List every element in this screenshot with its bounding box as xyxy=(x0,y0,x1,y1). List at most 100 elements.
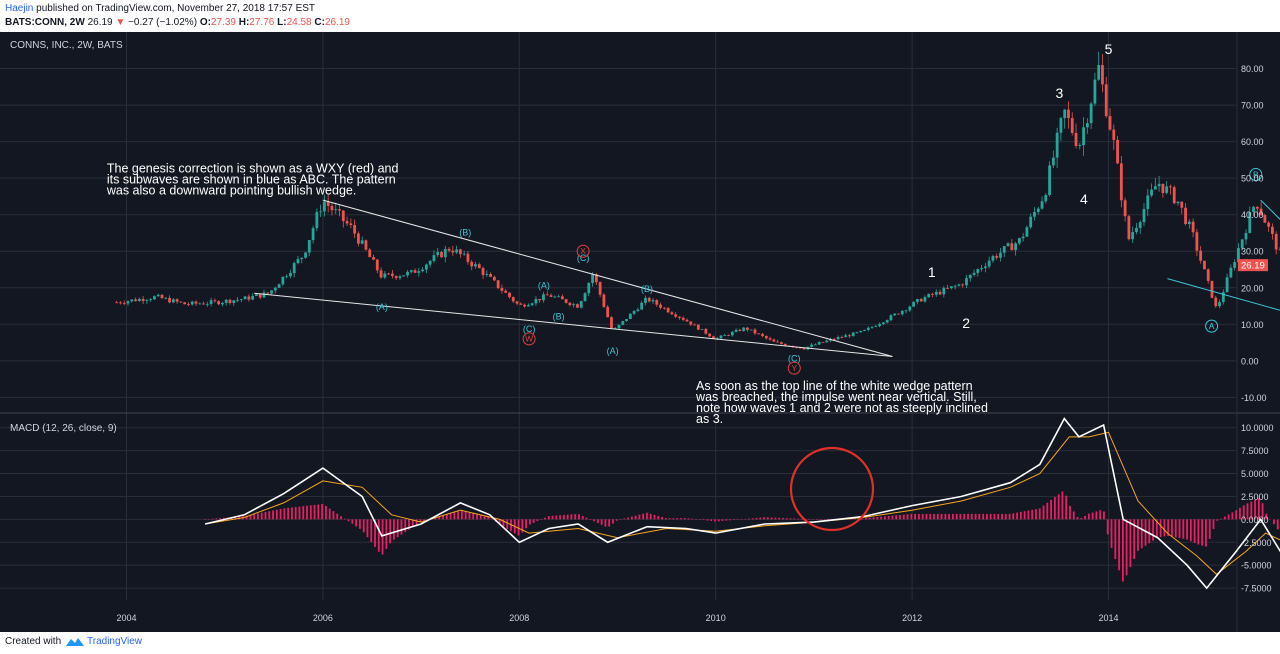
histogram-bar xyxy=(544,517,546,520)
paren-wave-label: (C) xyxy=(523,324,536,334)
histogram-bar xyxy=(638,514,641,520)
annotation-text: The genesis correction is shown as a WXY… xyxy=(107,162,399,176)
candle-body xyxy=(727,335,730,336)
candle-body xyxy=(666,308,670,313)
annotation-text: note how waves 1 and 2 were not as steep… xyxy=(696,401,988,415)
tradingview-link[interactable]: TradingView xyxy=(87,636,143,647)
candle-body xyxy=(1059,118,1063,133)
candle-body xyxy=(621,321,625,325)
histogram-bar xyxy=(362,519,365,533)
candle-body xyxy=(353,225,357,234)
histogram-bar xyxy=(1103,511,1105,520)
candle-body xyxy=(175,299,179,302)
candle-body xyxy=(1082,127,1085,146)
histogram-bar xyxy=(993,513,996,520)
candle-body xyxy=(757,333,761,335)
histogram-bar xyxy=(1205,519,1207,547)
price-tick-label: 80.00 xyxy=(1241,64,1264,74)
histogram-bar xyxy=(400,519,403,535)
macd-line xyxy=(204,417,1280,590)
histogram-bar xyxy=(967,513,969,520)
price-axis[interactable]: -10.00 0.00 10.00 20.00 30.00 40.00 50.00 60.00… xyxy=(1241,64,1267,403)
histogram-bar xyxy=(411,519,414,528)
time-tick-label: 2012 xyxy=(902,613,922,623)
candle-body xyxy=(610,317,613,329)
histogram-bar xyxy=(1016,512,1018,520)
author-link[interactable]: Haejin xyxy=(5,3,34,14)
candle-body xyxy=(243,296,247,300)
histogram-bar xyxy=(721,519,724,521)
time-axis[interactable]: 2004200620082010201220142016201820202022… xyxy=(116,613,1280,623)
time-tick-label: 2008 xyxy=(509,613,529,623)
histogram-bar xyxy=(1008,513,1011,520)
histogram-bar xyxy=(570,514,573,520)
candle-body xyxy=(1237,248,1240,263)
histogram-bar xyxy=(1212,519,1215,530)
candle-body xyxy=(708,333,712,337)
candle-body xyxy=(602,294,606,307)
candle-body xyxy=(1210,280,1214,298)
histogram-bar xyxy=(1220,518,1222,520)
histogram-bar xyxy=(944,513,947,520)
macd-tick-label: -5.0000 xyxy=(1241,561,1272,571)
circled-wave-label: X xyxy=(580,246,586,256)
histogram-bar xyxy=(1250,501,1253,520)
candle-body xyxy=(572,304,576,306)
histogram-bar xyxy=(434,517,437,520)
candle-body xyxy=(326,201,330,206)
histogram-bar xyxy=(744,518,747,520)
histogram-bar xyxy=(748,518,750,520)
candle-body xyxy=(1104,84,1108,117)
candle-body xyxy=(1123,200,1127,217)
open-label: O: xyxy=(199,17,211,28)
time-tick-label: 2004 xyxy=(116,613,136,623)
histogram-bar xyxy=(1148,519,1151,544)
candle-body xyxy=(334,209,338,211)
histogram-bar xyxy=(642,513,645,520)
histogram-bar xyxy=(1023,511,1026,520)
histogram-bar xyxy=(355,519,358,527)
histogram-bar xyxy=(865,517,867,520)
paren-wave-label: (C) xyxy=(577,253,590,263)
circled-wave-label: A xyxy=(1209,321,1215,331)
histogram-bar xyxy=(253,514,256,520)
histogram-bar xyxy=(325,506,327,520)
candle-body xyxy=(844,335,848,338)
candle-body xyxy=(817,342,821,345)
candle-body xyxy=(368,249,372,258)
histogram-bar xyxy=(793,518,796,520)
histogram-bar xyxy=(1208,519,1211,539)
candle-body xyxy=(130,299,134,302)
histogram-bar xyxy=(963,513,966,520)
candle-body xyxy=(300,257,304,259)
histogram-bar xyxy=(933,513,935,520)
candle-body xyxy=(976,269,980,273)
candle-body xyxy=(768,338,772,340)
candle-body xyxy=(897,313,900,315)
histogram-bar xyxy=(816,519,818,520)
candle-body xyxy=(919,299,923,302)
histogram-bar xyxy=(623,518,626,520)
histogram-bar xyxy=(717,519,720,522)
candle-body xyxy=(515,301,519,304)
candle-body xyxy=(1165,186,1169,193)
histogram-bar xyxy=(1121,519,1124,582)
candle-body xyxy=(1033,211,1036,217)
histogram-bar xyxy=(551,515,554,520)
histogram-bar xyxy=(906,514,909,520)
candle-body xyxy=(825,340,829,343)
candle-body xyxy=(753,329,757,334)
macd-axis[interactable]: -7.5000 -5.0000 -2.5000 0.0000 2.5000 5.0000 7… xyxy=(1241,423,1274,593)
histogram-bar xyxy=(1133,519,1136,559)
candle-body xyxy=(749,329,753,331)
histogram-bar xyxy=(891,515,894,520)
histogram-bar xyxy=(234,516,237,520)
histogram-bar xyxy=(351,519,354,524)
candle-body xyxy=(591,274,594,284)
high-label: H: xyxy=(238,17,250,28)
paren-wave-label: (B) xyxy=(641,284,653,294)
histogram-bar xyxy=(313,504,316,520)
candle-body xyxy=(1025,227,1029,237)
candle-body xyxy=(156,294,160,297)
